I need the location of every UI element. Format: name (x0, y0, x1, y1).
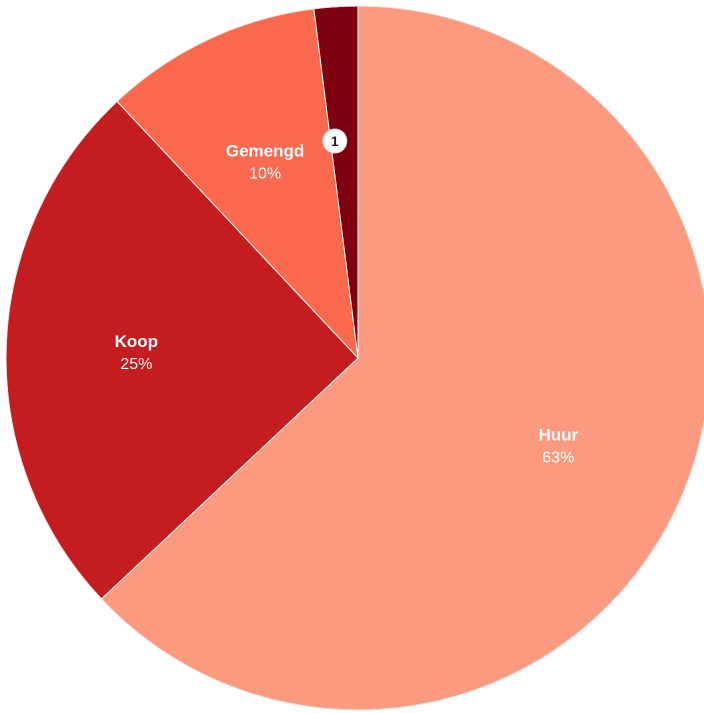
slice-percent-huur: 63% (542, 450, 574, 467)
slice-label-koop: Koop (115, 332, 158, 351)
slice-percent-koop: 25% (120, 356, 152, 373)
pie-outline (5, 5, 704, 711)
marker-badge (322, 128, 348, 154)
slice-marker-1[interactable]: 1 (322, 128, 348, 154)
pie-labels: Huur 63% Koop 25% Gemengd 10% 1 (115, 128, 579, 467)
slice-label-huur: Huur (538, 426, 578, 445)
slice-label-gemengd: Gemengd (226, 142, 304, 161)
slice-percent-gemengd: 10% (249, 166, 281, 183)
pie-slices (5, 5, 704, 711)
marker-number: 1 (331, 133, 339, 149)
